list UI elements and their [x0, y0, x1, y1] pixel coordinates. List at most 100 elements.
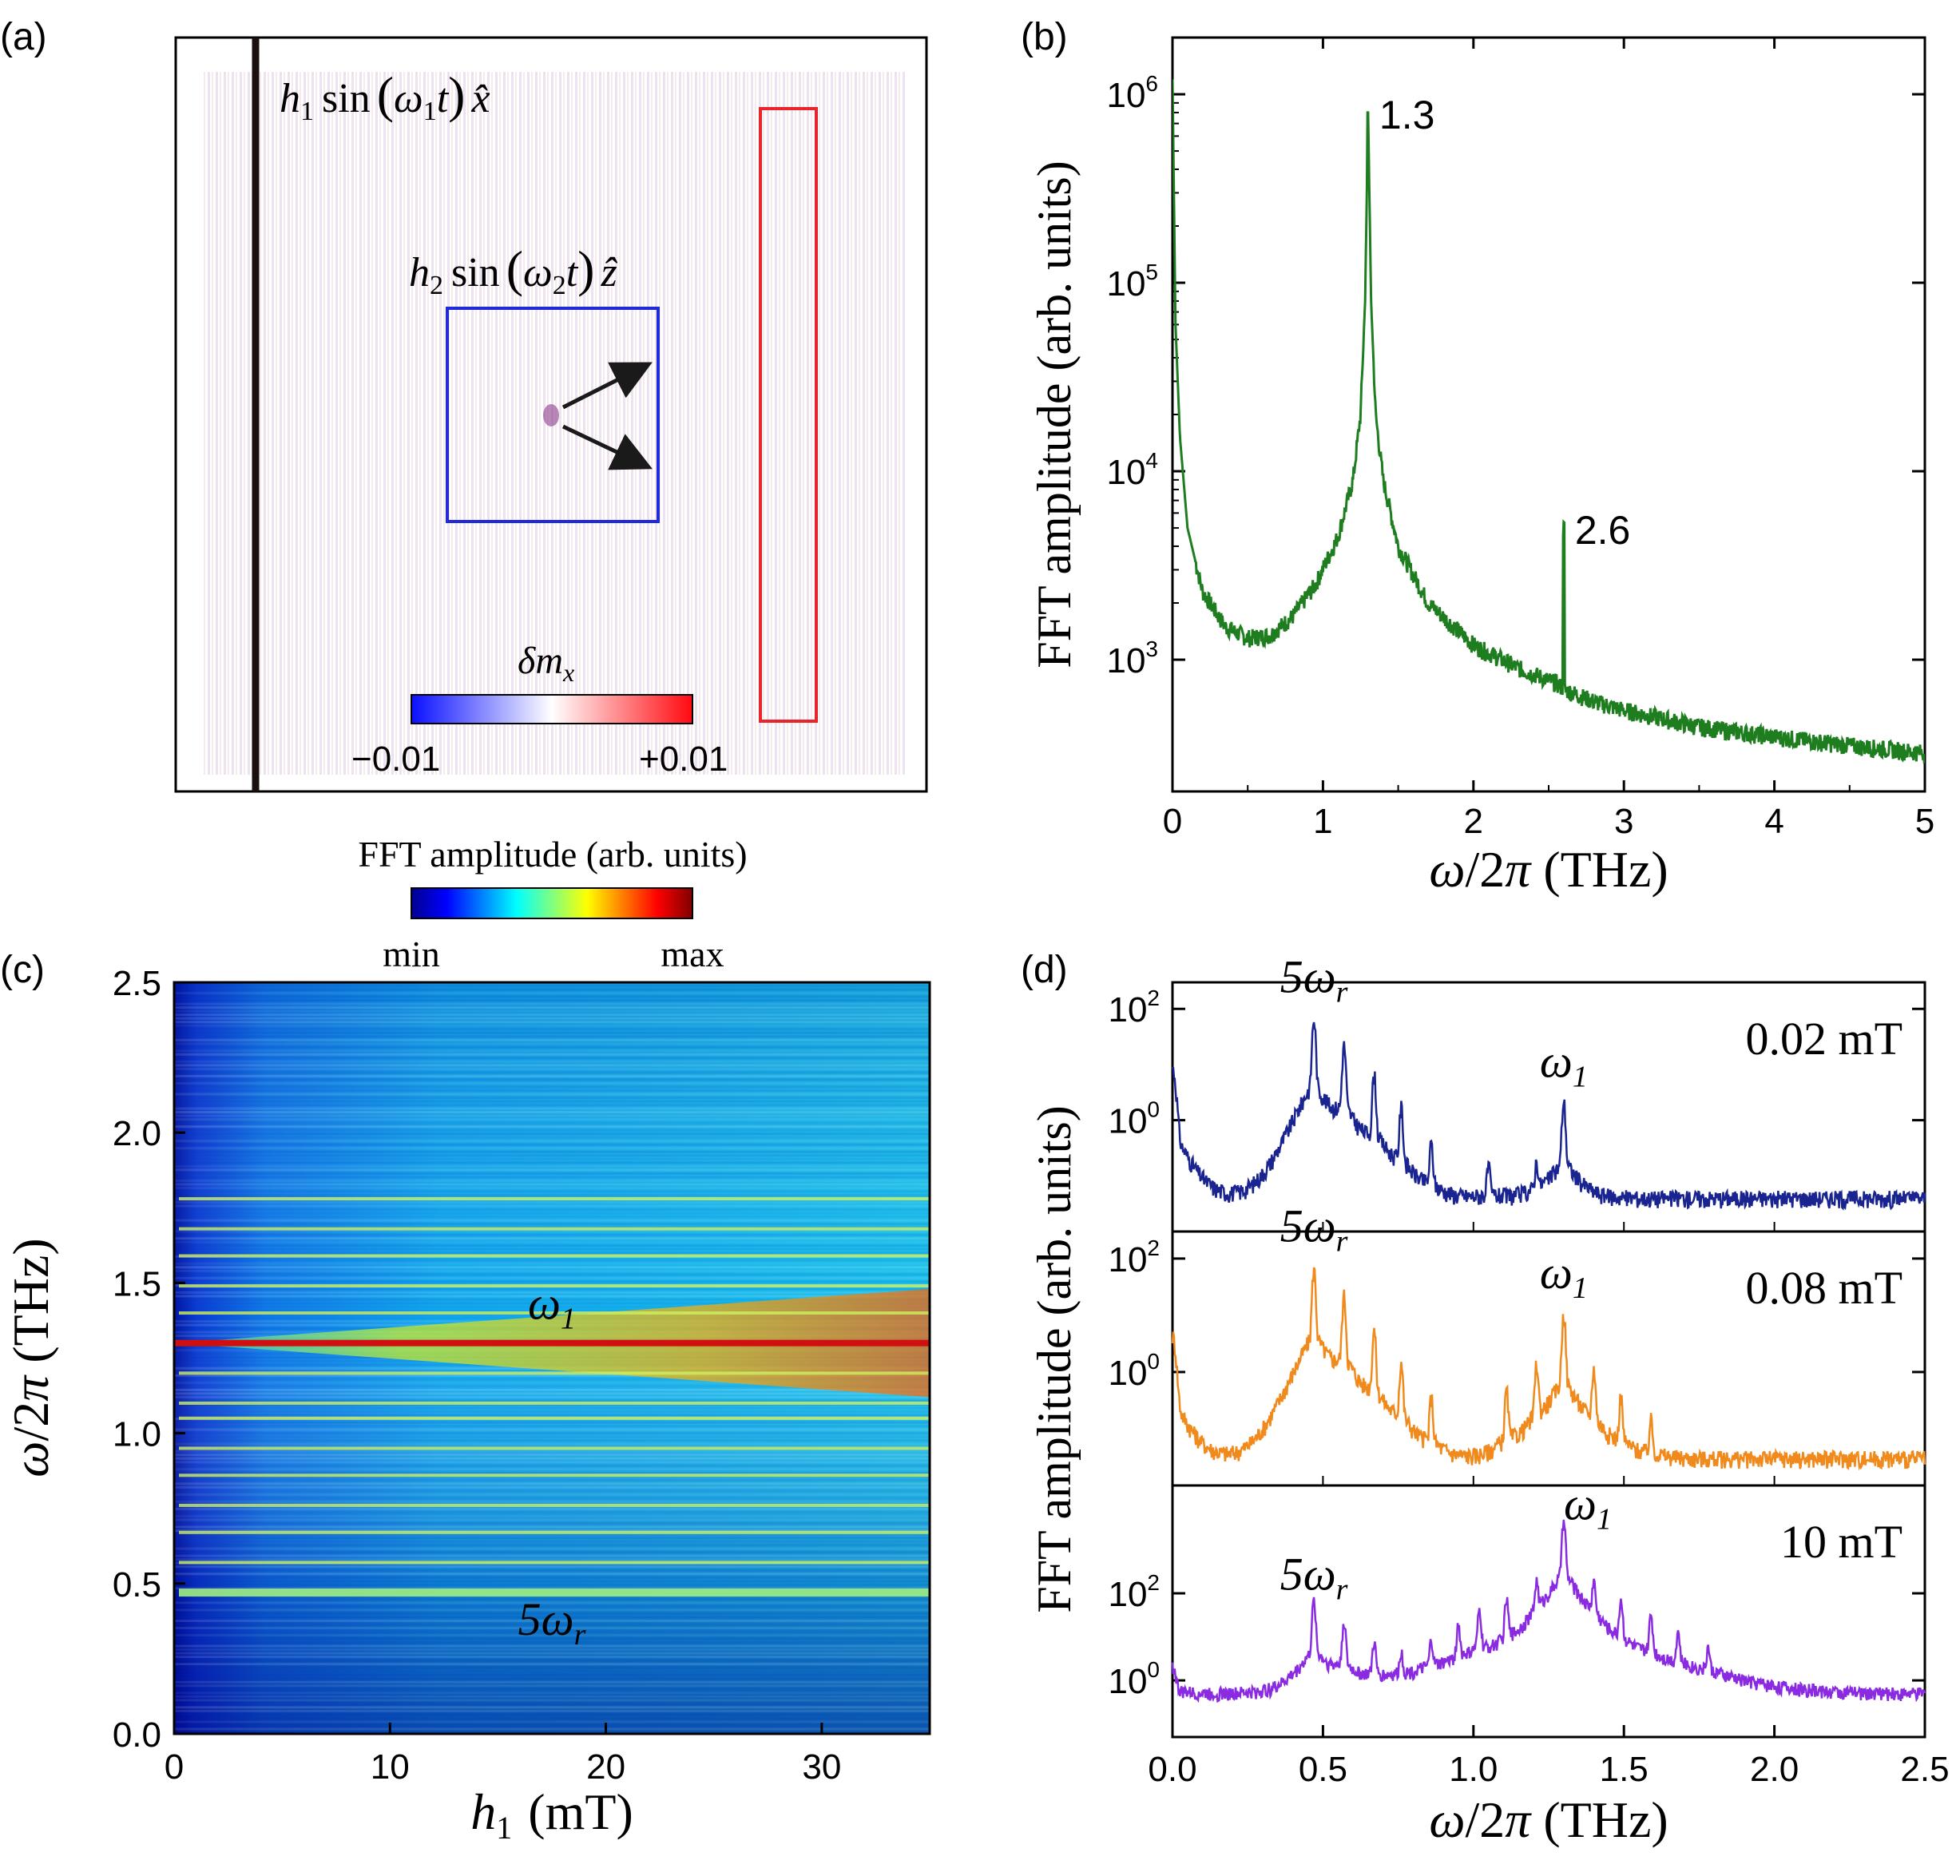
heatmap-texture-line	[174, 1132, 930, 1136]
heatmap-texture-line	[174, 1237, 930, 1240]
heatmap-texture-line	[174, 1670, 930, 1673]
heatmap-texture-line	[174, 1716, 930, 1719]
heatmap-texture-line	[174, 1085, 930, 1089]
heatmap-texture-line	[174, 1125, 930, 1128]
x-tick-label: 1.5	[1600, 1750, 1649, 1789]
x-tick-label: 20	[586, 1747, 625, 1787]
x-tick-label: 1	[1313, 802, 1332, 841]
heatmap-texture-line	[174, 1428, 930, 1431]
heatmap-texture-line	[174, 1464, 930, 1467]
heatmap-texture-line	[174, 1388, 930, 1391]
heatmap-texture-line	[174, 1673, 930, 1676]
heatmap-texture-line	[174, 1078, 930, 1081]
heatmap-texture-line	[174, 1666, 930, 1669]
x-tick-label: 0	[1163, 802, 1182, 841]
heatmap-texture-line	[174, 1064, 930, 1067]
heatmap-harmonic-lines	[174, 985, 930, 1731]
wave-source-spot	[543, 404, 559, 426]
detection-region-box	[759, 107, 818, 723]
heatmap-texture-line	[174, 1121, 930, 1124]
heatmap-texture-line	[174, 1684, 930, 1688]
harmonic-line	[179, 1473, 930, 1477]
x-tick-label: 5	[1915, 802, 1934, 841]
heatmap-texture-line	[174, 1558, 930, 1561]
peak-annotation: 5ωr	[1280, 950, 1348, 1009]
heatmap-texture-line	[174, 1616, 930, 1619]
heatmap-texture-line	[174, 1035, 930, 1038]
wave-arrow-down	[561, 424, 653, 470]
heatmap-texture-line	[174, 1583, 930, 1586]
heatmap-texture-line	[174, 1190, 930, 1193]
heatmap-texture-line	[174, 1172, 930, 1175]
heatmap-texture-line	[174, 1201, 930, 1204]
series-field-label: 0.08 mT	[1745, 1262, 1902, 1314]
colorbar-c-min: min	[383, 934, 440, 974]
heatmap-texture-line	[174, 1060, 930, 1063]
harmonic-line	[179, 1401, 930, 1405]
panel-d-ylabel: FFT amplitude (arb. units)	[1028, 1105, 1081, 1613]
panel-b-ticks: 0 1 2 3 4 5 103 104 105 106	[1106, 38, 1934, 841]
heatmap-texture-line	[174, 1381, 930, 1384]
heatmap-texture-line	[174, 999, 930, 1002]
panel-c-ylabel: ω/2π (THz)	[2, 1238, 59, 1477]
heatmap-texture-line	[174, 1457, 930, 1460]
heatmap-texture-line	[174, 1176, 930, 1179]
panel-label-b: (b)	[1021, 16, 1068, 58]
panel-c-ticks: 0 10 20 30 0.0 0.5 1.0 1.5 2.0 2.5	[113, 964, 842, 1787]
harmonic-line	[179, 1446, 930, 1450]
heatmap-texture-line	[174, 1017, 930, 1020]
heatmap-texture-line	[174, 1727, 930, 1731]
heatmap-texture-line	[174, 1193, 930, 1196]
heatmap-texture-line	[174, 1507, 930, 1510]
heatmap-texture-line	[174, 1147, 930, 1150]
colorbar-a-min: −0.01	[351, 740, 440, 779]
heatmap-texture-line	[174, 1544, 930, 1547]
series-field-label: 10 mT	[1780, 1516, 1902, 1568]
y-tick-label: 104	[1106, 448, 1158, 492]
heatmap-texture-line	[174, 1230, 930, 1233]
heatmap-texture-line	[174, 1161, 930, 1164]
panel-label-a: (a)	[0, 16, 47, 58]
colorbar-a-max: +0.01	[639, 740, 728, 779]
heatmap-texture-line	[174, 1709, 930, 1712]
heatmap-texture-line	[174, 1435, 930, 1438]
panel-b-xlabel: ω/2π (THz)	[1429, 841, 1668, 898]
heatmap-texture-line	[174, 1454, 930, 1457]
heatmap-texture-line	[174, 1547, 930, 1550]
heatmap-texture-line	[174, 1240, 930, 1243]
heatmap-texture-line	[174, 1395, 930, 1398]
heatmap-texture-line	[174, 1298, 930, 1301]
heatmap-texture-line	[174, 1511, 930, 1514]
y-tick-label: 102	[1108, 1235, 1160, 1279]
heatmap-texture-line	[174, 1136, 930, 1139]
heatmap-texture-line	[174, 1699, 930, 1702]
panel-b-plot-area	[1172, 79, 1925, 764]
heatmap-texture-line	[174, 1533, 930, 1536]
probe-region-box	[446, 307, 660, 523]
y-tick-label: 100	[1108, 1349, 1160, 1393]
x-tick-label: 10	[371, 1747, 410, 1787]
heatmap-texture-line	[174, 1421, 930, 1424]
panel-d-plot-frame	[1171, 981, 1926, 1739]
x-tick-label: 2	[1464, 802, 1483, 841]
heatmap-texture-line	[174, 1219, 930, 1222]
heatmap-texture-line	[174, 1482, 930, 1485]
heatmap-texture-line	[174, 1093, 930, 1096]
heatmap-texture-line	[174, 1525, 930, 1529]
heatmap-texture-line	[174, 1031, 930, 1034]
heatmap-texture-line	[174, 1637, 930, 1640]
harmonic-line	[179, 1197, 930, 1201]
panel-b-series-line	[1172, 79, 1925, 764]
panel-label-d: (d)	[1021, 949, 1068, 991]
heatmap-texture-line	[174, 1695, 930, 1698]
heatmap-texture-line	[174, 1500, 930, 1503]
panel-d-chart: 100 102 0.02 mT 5ωr ω1 100 102 0.08 mT 5ωr ω1 100 1…	[1028, 950, 1950, 1848]
heatmap-texture-line	[174, 1702, 930, 1705]
y-tick-label: 100	[1108, 1657, 1160, 1701]
x-tick-label: 2.5	[1900, 1750, 1949, 1789]
peak-annotation: 5ωr	[1280, 1200, 1348, 1259]
series-line-1	[1171, 1267, 1926, 1471]
heatmap-texture-line	[174, 1100, 930, 1103]
heatmap-texture-line	[174, 1522, 930, 1525]
panel-a: h1 sin (ω1t) x̂ h2 sin (ω2t) ẑ δmx −0.01 +0.0…	[174, 36, 928, 793]
